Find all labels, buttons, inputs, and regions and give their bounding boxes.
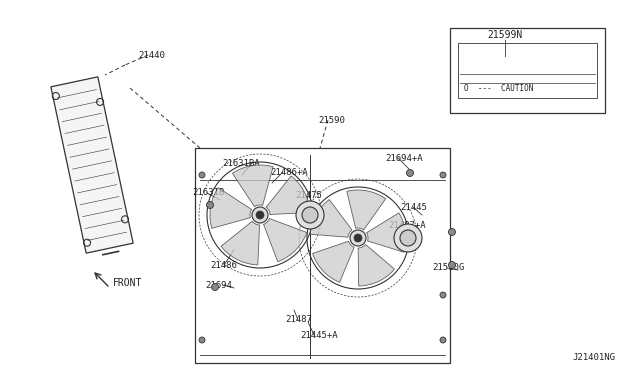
Polygon shape xyxy=(266,176,310,215)
Circle shape xyxy=(400,230,416,246)
Polygon shape xyxy=(232,165,273,207)
Bar xyxy=(51,77,133,253)
Text: 21631B: 21631B xyxy=(192,187,224,196)
Text: 21486: 21486 xyxy=(210,260,237,269)
Circle shape xyxy=(252,207,268,223)
Polygon shape xyxy=(310,199,352,237)
Circle shape xyxy=(256,211,264,219)
Text: 21445: 21445 xyxy=(400,202,427,212)
Circle shape xyxy=(302,207,318,223)
Text: 21487+A: 21487+A xyxy=(388,221,426,230)
Polygon shape xyxy=(264,218,307,262)
Polygon shape xyxy=(312,241,354,282)
Circle shape xyxy=(296,201,324,229)
Text: J21401NG: J21401NG xyxy=(572,353,615,362)
Text: 21487: 21487 xyxy=(285,315,312,324)
Circle shape xyxy=(449,262,456,269)
Circle shape xyxy=(211,283,218,291)
Circle shape xyxy=(440,337,446,343)
Bar xyxy=(195,148,450,363)
Text: 21599N: 21599N xyxy=(488,30,523,40)
Circle shape xyxy=(199,337,205,343)
Polygon shape xyxy=(210,187,252,228)
Circle shape xyxy=(394,224,422,252)
Circle shape xyxy=(440,172,446,178)
Bar xyxy=(458,43,597,98)
Polygon shape xyxy=(221,221,260,265)
Text: O  ---  CAUTION: O --- CAUTION xyxy=(464,84,533,93)
Circle shape xyxy=(350,230,366,246)
Text: FRONT: FRONT xyxy=(113,278,142,288)
Polygon shape xyxy=(367,213,406,252)
Circle shape xyxy=(199,172,205,178)
Polygon shape xyxy=(358,244,394,286)
Text: 21475: 21475 xyxy=(295,190,322,199)
Polygon shape xyxy=(347,190,386,230)
Text: 21694+A: 21694+A xyxy=(385,154,422,163)
Text: 21486+A: 21486+A xyxy=(270,167,308,176)
Text: 21510G: 21510G xyxy=(432,263,464,273)
Text: 21590: 21590 xyxy=(318,115,345,125)
Circle shape xyxy=(207,202,214,208)
Text: 21694: 21694 xyxy=(205,280,232,289)
Circle shape xyxy=(406,170,413,176)
Circle shape xyxy=(354,234,362,242)
Bar xyxy=(450,28,605,113)
Circle shape xyxy=(449,228,456,235)
Text: 21440: 21440 xyxy=(138,51,165,60)
Text: 21631BA: 21631BA xyxy=(222,158,260,167)
Circle shape xyxy=(440,292,446,298)
Text: 21445+A: 21445+A xyxy=(300,330,338,340)
